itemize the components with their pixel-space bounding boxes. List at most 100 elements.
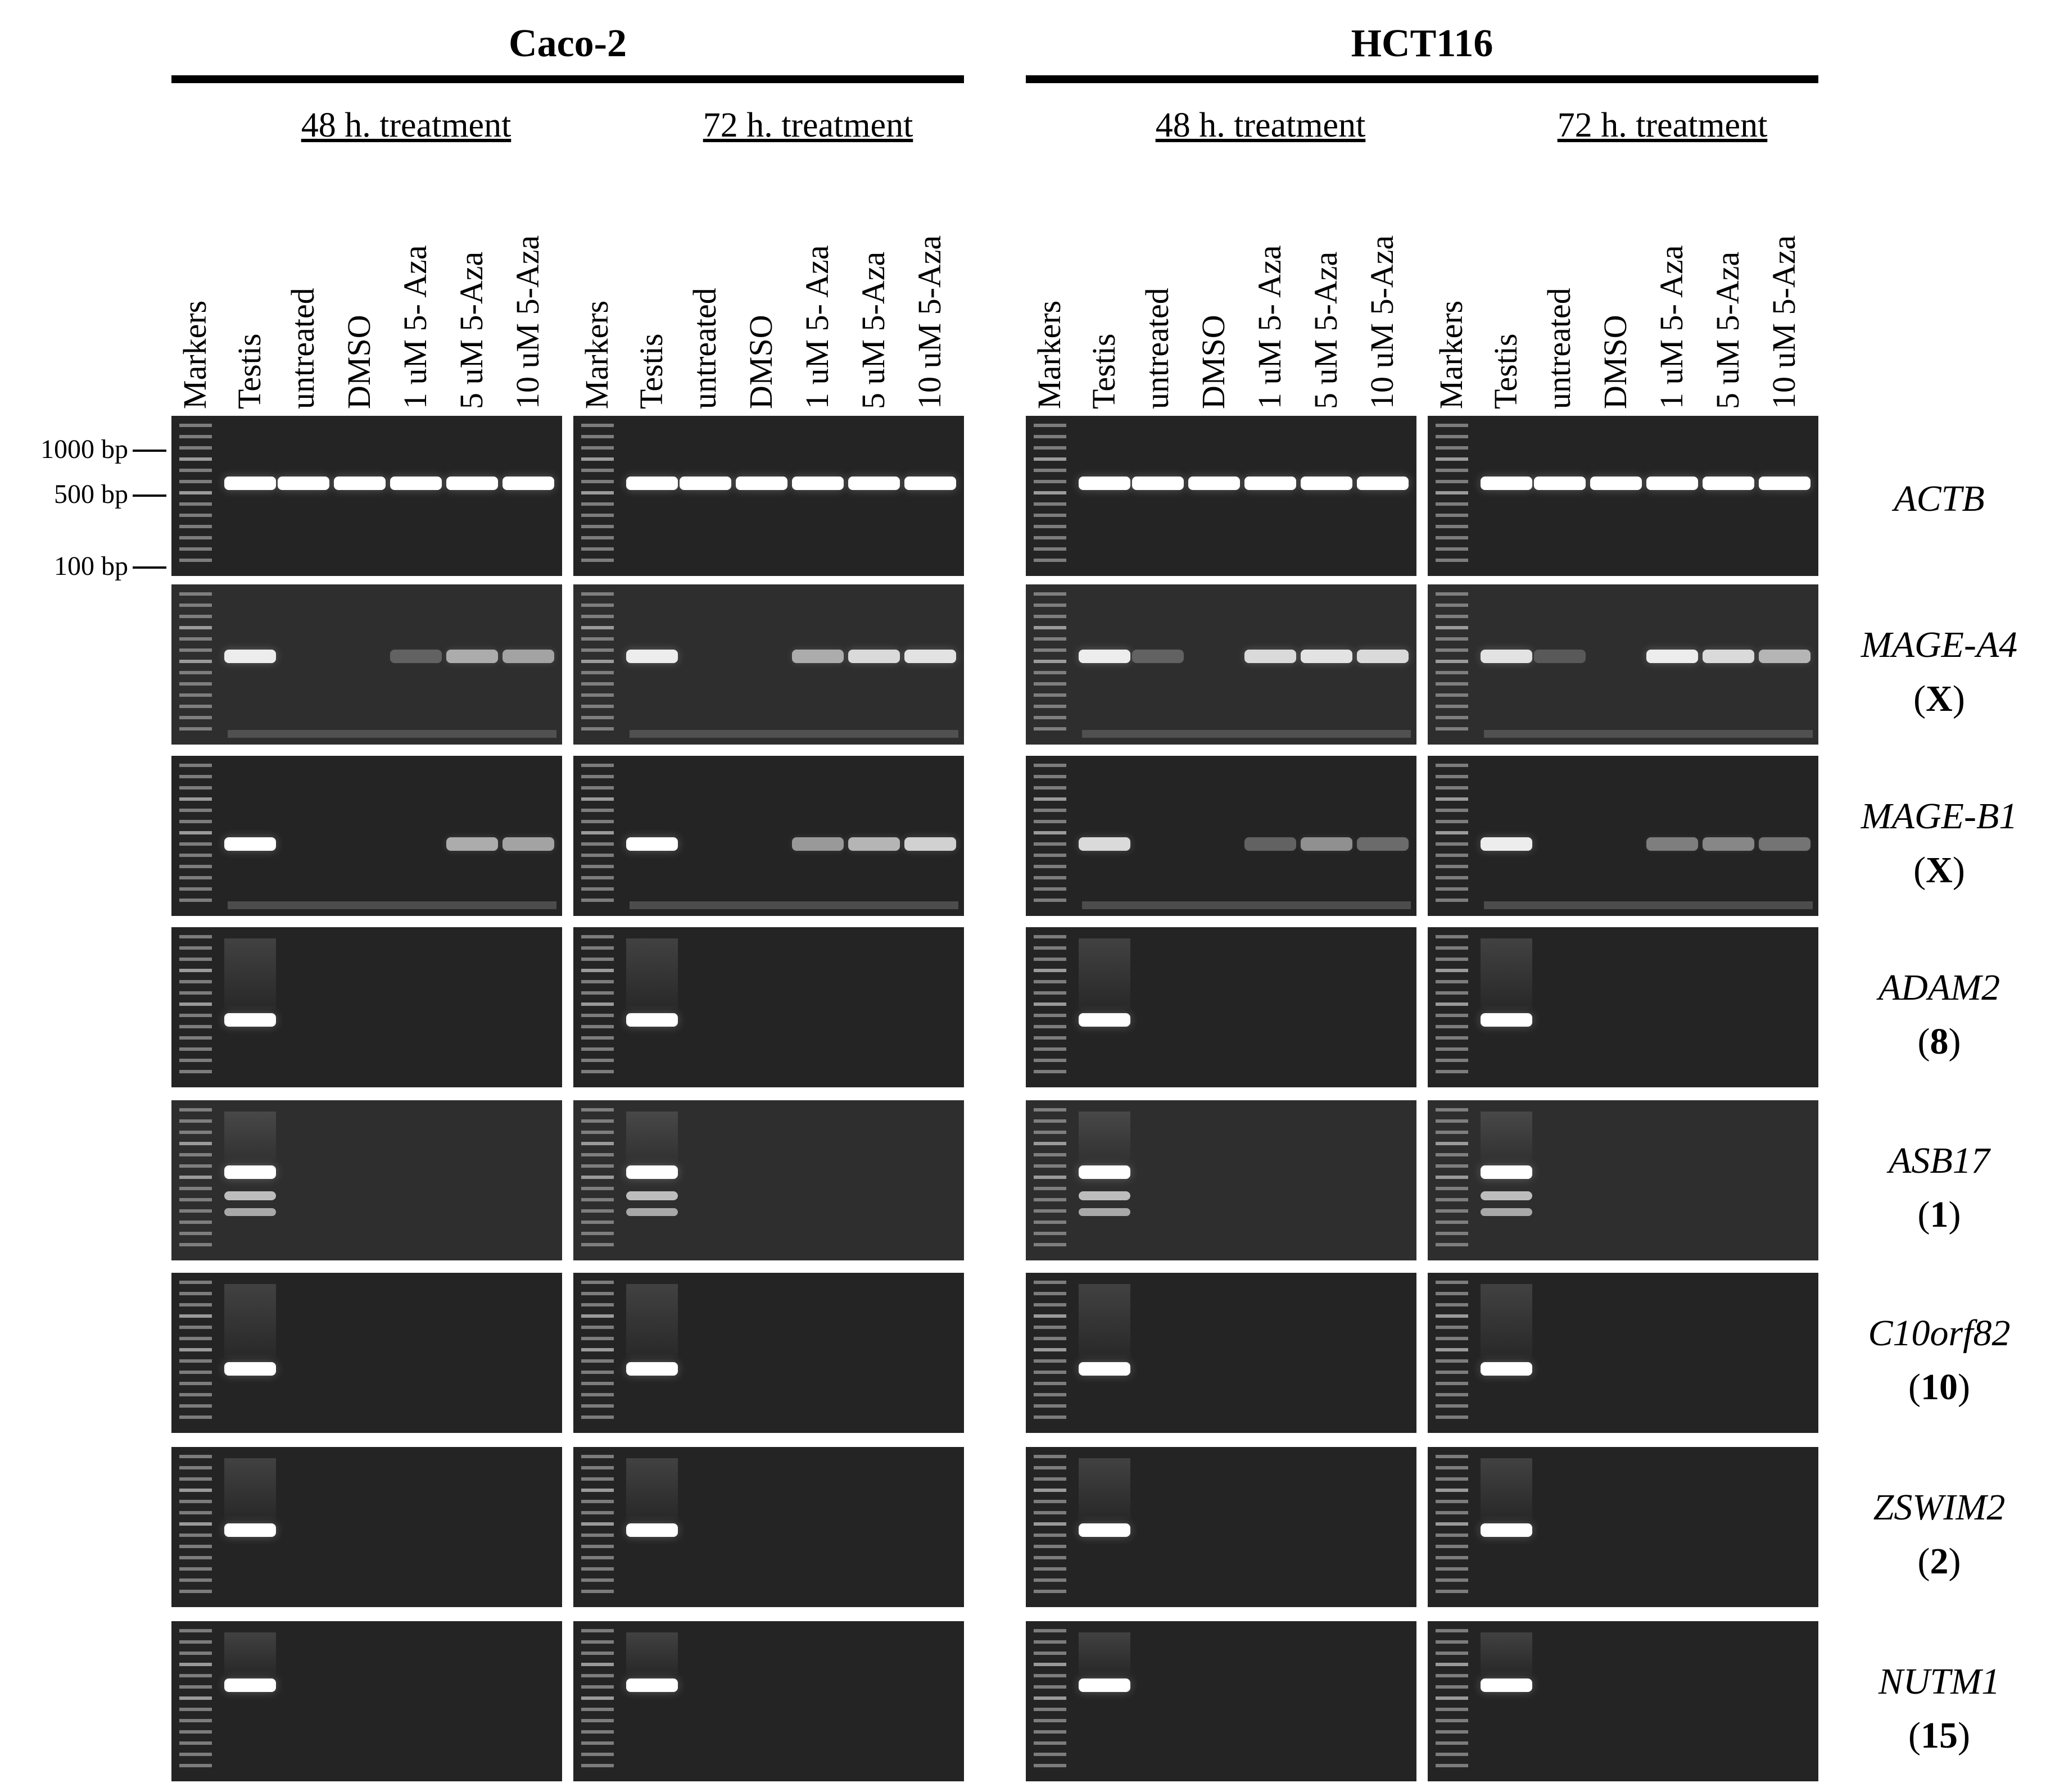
ladder-band [581, 1466, 614, 1469]
lane-label: Testis [1085, 333, 1122, 410]
gel-band [224, 1191, 276, 1201]
ladder-band [1436, 705, 1468, 708]
gel-smear [626, 1458, 678, 1519]
gel-band [1244, 650, 1296, 664]
ladder-band [1034, 1629, 1066, 1632]
ladder-band [1034, 1674, 1066, 1677]
ladder-band [1034, 435, 1066, 438]
ladder-band [179, 1047, 212, 1051]
ladder-band [1436, 1314, 1468, 1318]
lane-label: untreated [284, 288, 321, 409]
gel-band [1244, 837, 1296, 851]
gel-panel [171, 1621, 562, 1781]
ladder-band [1034, 991, 1066, 995]
ladder-band [179, 615, 212, 618]
ladder-band [1436, 1590, 1468, 1593]
ladder-band [581, 1036, 614, 1040]
marker-ladder [179, 756, 212, 916]
ladder-band [1034, 592, 1066, 596]
ladder-band [581, 705, 614, 708]
ladder-band [1436, 1500, 1468, 1503]
gel-panel [1428, 927, 1818, 1087]
ladder-band [581, 1337, 614, 1340]
ladder-band [1436, 435, 1468, 438]
ladder-band [179, 1500, 212, 1503]
ladder-band [1436, 1708, 1468, 1711]
gel-band [1188, 476, 1240, 490]
gel-band [848, 650, 900, 664]
ladder-band [1034, 1466, 1066, 1469]
gel-band [1481, 1013, 1532, 1027]
ladder-band [1034, 1567, 1066, 1571]
ladder-band [581, 671, 614, 674]
ladder-band [179, 1489, 212, 1492]
ladder-band [179, 1652, 212, 1655]
gel-smear [630, 901, 958, 909]
marker-ladder [179, 584, 212, 745]
ladder-band [581, 1455, 614, 1458]
ladder-band [1436, 604, 1468, 607]
size-marker-tick [133, 494, 166, 497]
ladder-band [179, 604, 212, 607]
ladder-band [1034, 514, 1066, 517]
ladder-band [1436, 899, 1468, 902]
ladder-band [1034, 887, 1066, 891]
ladder-band [1436, 1455, 1468, 1458]
ladder-band [1034, 1209, 1066, 1213]
ladder-band [1034, 705, 1066, 708]
ladder-band [179, 446, 212, 450]
ladder-band [1436, 935, 1468, 938]
ladder-band [1436, 1036, 1468, 1040]
ladder-band [1436, 1719, 1468, 1722]
gene-label: MAGE-B1 (X) [1827, 790, 2046, 897]
ladder-band [1034, 1176, 1066, 1179]
ladder-band [179, 1002, 212, 1006]
ladder-band [1436, 1119, 1468, 1123]
gel-band [1244, 476, 1296, 490]
ladder-band [1034, 1730, 1066, 1734]
gel-band [792, 650, 844, 664]
gel-panel [1026, 756, 1416, 916]
gene-label: ZSWIM2 (2) [1827, 1481, 2046, 1588]
ladder-band [581, 1741, 614, 1745]
gel-panel [171, 416, 562, 576]
gel-band [1481, 1678, 1532, 1692]
gel-band [680, 476, 731, 490]
gel-panel [573, 927, 964, 1087]
gel-band [224, 1013, 276, 1027]
ladder-band [1436, 1337, 1468, 1340]
gel-band [848, 837, 900, 851]
marker-ladder [1034, 416, 1066, 576]
ladder-band [1034, 1511, 1066, 1514]
ladder-band [1034, 1545, 1066, 1548]
gel-panel [1428, 756, 1818, 916]
ladder-band [1034, 820, 1066, 823]
gel-smear [1484, 901, 1813, 909]
ladder-band [581, 1119, 614, 1123]
gel-band [736, 476, 787, 490]
ladder-band [1034, 1371, 1066, 1374]
gel-band [904, 837, 956, 851]
ladder-band [179, 491, 212, 494]
ladder-band [179, 775, 212, 778]
gel-panel [1026, 584, 1416, 745]
ladder-band [179, 457, 212, 461]
ladder-band [1436, 1176, 1468, 1179]
ladder-band [179, 1629, 212, 1632]
ladder-band [1436, 1014, 1468, 1017]
ladder-band [581, 1753, 614, 1756]
ladder-band [179, 935, 212, 938]
ladder-band [1436, 1685, 1468, 1689]
gel-band [1079, 1678, 1130, 1692]
gel-band [1357, 650, 1409, 664]
ladder-band [179, 648, 212, 652]
ladder-band [1034, 637, 1066, 641]
gel-band [224, 476, 276, 490]
ladder-band [1034, 457, 1066, 461]
gel-band [224, 1678, 276, 1692]
ladder-band [581, 887, 614, 891]
ladder-band [179, 1176, 212, 1179]
ladder-band [179, 1059, 212, 1062]
ladder-band [179, 1578, 212, 1582]
ladder-band [581, 842, 614, 846]
